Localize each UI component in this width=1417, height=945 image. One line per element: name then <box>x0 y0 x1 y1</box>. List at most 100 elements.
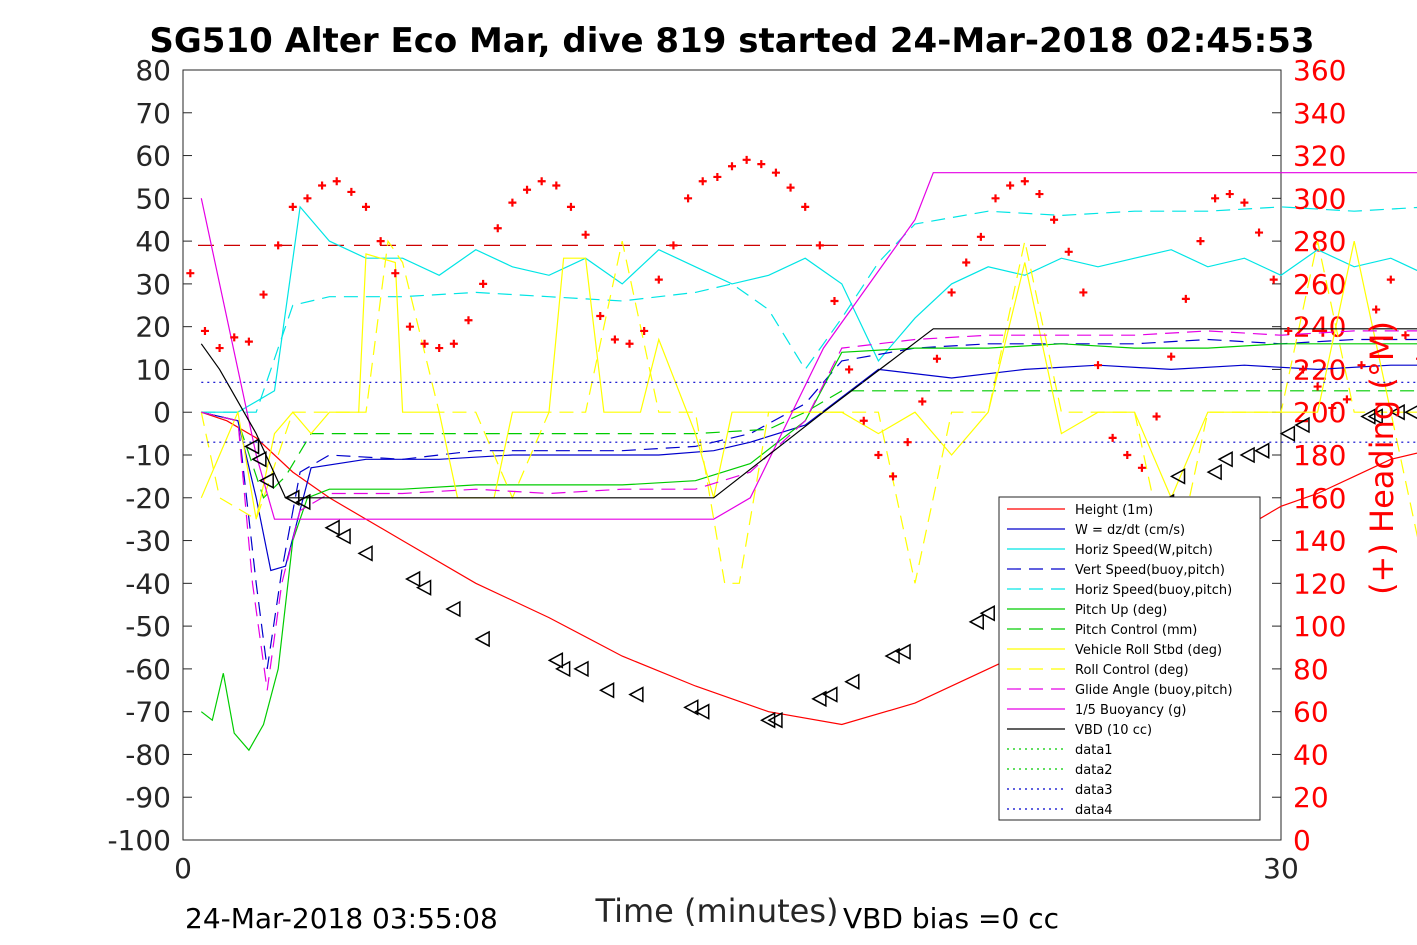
heading-point <box>1269 275 1278 284</box>
heading-point <box>274 241 283 250</box>
heading-point <box>523 185 532 194</box>
heading-point <box>903 438 912 447</box>
left-axis: 80 70 60 50 40 30 20 10 0 -10 -20 -30 -40 -50 -60 -70 -8… <box>107 54 1281 857</box>
heading-point <box>684 194 693 203</box>
heading-point <box>1035 190 1044 199</box>
heading-point <box>362 202 370 211</box>
series-line-5 <box>200 343 1417 752</box>
heading-point <box>947 288 956 297</box>
heading-point <box>976 232 985 241</box>
heading-point <box>625 339 634 348</box>
series-layer <box>198 172 1417 752</box>
heading-point <box>1255 228 1264 237</box>
series-line-8 <box>200 239 1417 584</box>
right-tick-label: 160 <box>1293 482 1346 515</box>
heading-point <box>1298 365 1307 374</box>
heading-point <box>449 339 458 348</box>
heading-point <box>932 354 941 363</box>
gps-marker <box>694 703 710 720</box>
y-axis-right-label: (+) Heading (°M) <box>1363 321 1401 595</box>
right-tick-label: 100 <box>1293 610 1346 643</box>
heading-point <box>332 177 341 186</box>
gps-marker <box>1239 446 1255 464</box>
footer-vbd-bias: VBD bias =0 cc <box>843 902 1059 935</box>
heading-point <box>1386 275 1395 284</box>
heading-point <box>845 365 854 374</box>
heading-point <box>259 290 268 299</box>
heading-point <box>537 177 546 186</box>
gps-marker <box>258 472 274 489</box>
legend-label: W = dz/dt (cm/s) <box>1075 523 1185 538</box>
legend-label: data1 <box>1075 743 1113 758</box>
gps-marker <box>760 711 776 729</box>
heading-point <box>200 326 209 335</box>
gps-marker <box>1294 416 1310 434</box>
heading-point <box>1064 247 1073 256</box>
gps-marker <box>1206 463 1222 481</box>
heading-point <box>757 160 766 169</box>
heading-point <box>376 237 385 246</box>
gps-marker <box>284 489 300 507</box>
series-line-11 <box>200 328 1417 499</box>
gps-marker <box>547 652 564 669</box>
gps-marker <box>573 660 589 678</box>
heading-point <box>713 172 722 181</box>
legend-label: Horiz Speed(W,pitch) <box>1075 543 1213 558</box>
heading-point <box>1211 194 1220 203</box>
heading-point <box>318 181 327 190</box>
left-tick-label: -70 <box>125 696 171 729</box>
gps-marker <box>598 682 615 699</box>
right-tick-label: 260 <box>1293 268 1346 301</box>
gps-marker <box>1389 403 1405 421</box>
heading-point <box>669 241 678 250</box>
right-tick-label: 340 <box>1293 97 1346 130</box>
legend-label: Roll Control (deg) <box>1075 663 1189 678</box>
heading-point <box>303 194 312 203</box>
right-tick-label: 120 <box>1293 567 1346 600</box>
left-tick-label: -10 <box>125 439 171 472</box>
left-tick-label: -50 <box>125 610 171 643</box>
x-axis-label: Time (minutes) <box>595 892 839 930</box>
right-tick-label: 140 <box>1293 525 1346 558</box>
left-tick-label: -30 <box>125 525 171 558</box>
heading-point <box>1137 463 1146 472</box>
heading-point <box>698 177 707 186</box>
legend-label: VBD (10 cc) <box>1075 723 1152 738</box>
series-line-4 <box>201 206 1417 413</box>
gps-marker <box>243 438 260 455</box>
gps-marker <box>979 605 995 622</box>
heading-point <box>830 297 839 305</box>
left-tick-label: 20 <box>135 311 171 344</box>
legend-label: Glide Angle (buoy,pitch) <box>1075 683 1233 698</box>
heading-point <box>1372 305 1381 314</box>
heading-point <box>1167 352 1176 361</box>
series-line-1 <box>201 364 1417 572</box>
legend-label: Pitch Up (deg) <box>1075 603 1167 618</box>
right-tick-label: 180 <box>1293 439 1346 472</box>
right-tick-label: 0 <box>1293 824 1311 857</box>
left-tick-label: -40 <box>125 567 171 600</box>
heading-point <box>786 183 795 192</box>
gps-marker <box>357 545 373 562</box>
gps-marker <box>683 699 699 716</box>
footer-timestamp: 24-Mar-2018 03:55:08 <box>185 902 498 935</box>
right-tick-label: 320 <box>1293 140 1346 173</box>
heading-point <box>889 472 898 481</box>
legend-label: Horiz Speed(buoy,pitch) <box>1075 583 1232 598</box>
right-tick-label: 40 <box>1293 738 1329 771</box>
heading-point <box>215 344 224 353</box>
heading-point <box>596 311 605 320</box>
legend-label: 1/5 Buoyancy (g) <box>1075 703 1186 718</box>
gps-marker <box>404 570 421 588</box>
heading-point <box>186 269 195 278</box>
right-tick-label: 360 <box>1293 54 1346 87</box>
gps-marker <box>968 613 984 631</box>
heading-layer <box>186 155 1417 481</box>
legend-label: Pitch Control (mm) <box>1075 623 1197 638</box>
gps-marker <box>628 686 644 703</box>
x-axis: 0 30 <box>174 70 1299 885</box>
gps-marker <box>335 528 351 545</box>
left-tick-label: 60 <box>135 140 171 173</box>
heading-point <box>435 344 444 353</box>
heading-point <box>918 397 927 406</box>
